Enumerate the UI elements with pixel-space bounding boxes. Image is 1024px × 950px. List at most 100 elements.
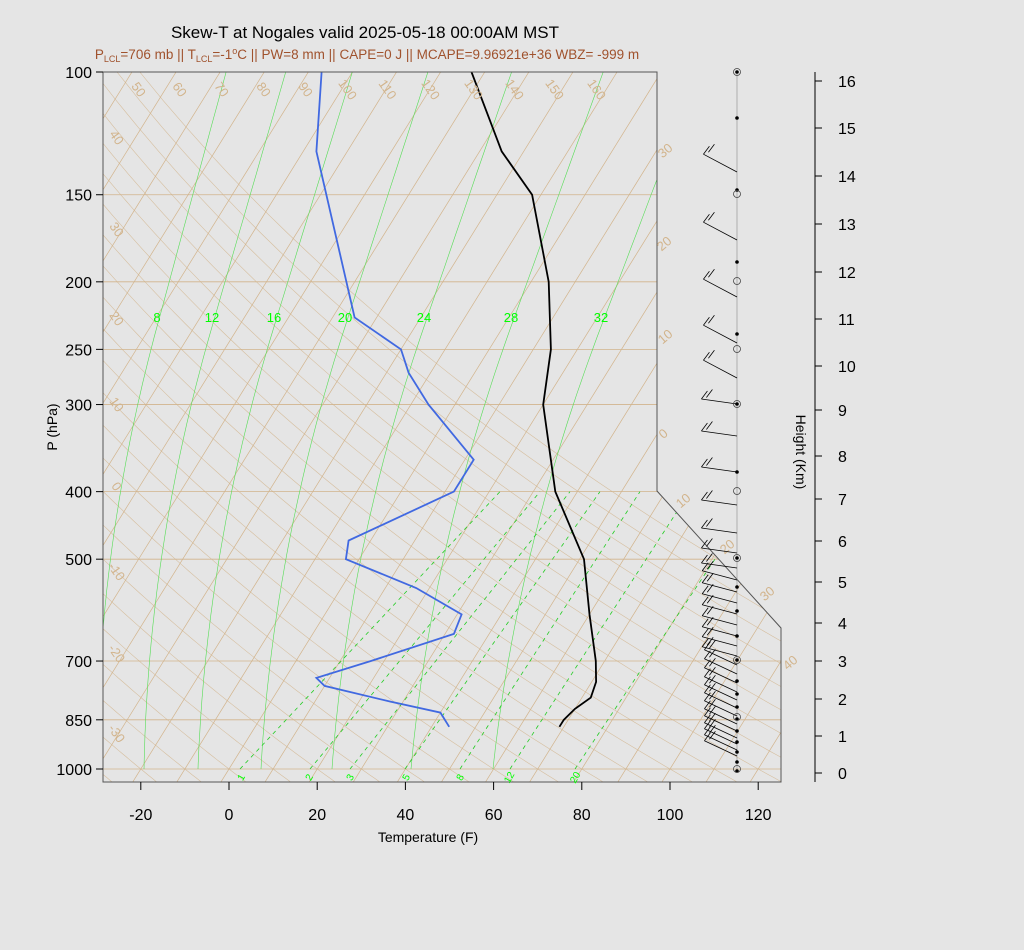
barb-flag — [703, 213, 710, 223]
height-tick-label: 2 — [838, 692, 847, 709]
barb-staff — [704, 708, 738, 725]
height-axis-label: Height (Km) — [793, 415, 809, 490]
plot-frame — [102, 71, 782, 783]
x-tick-label: 120 — [745, 807, 772, 824]
wind-barb — [704, 731, 738, 757]
mixing-ratio-label: 5 — [401, 772, 414, 783]
wind-barb — [701, 626, 738, 647]
mixing-ratio-line — [309, 491, 541, 770]
barb-flag — [706, 518, 713, 527]
isotherm-line — [103, 72, 373, 782]
barb-flag — [709, 683, 716, 692]
height-tick-label: 5 — [838, 575, 847, 592]
barb-flag — [704, 692, 711, 702]
barb-flag — [706, 560, 714, 570]
dry-adiabat — [103, 72, 781, 782]
barb-flag — [701, 422, 708, 432]
wind-barb — [704, 640, 738, 666]
isotherm-line — [793, 40, 1024, 784]
barb-flag — [709, 658, 716, 667]
temperature-line — [470, 72, 598, 728]
barb-staff — [701, 398, 738, 405]
wind-barb — [701, 560, 738, 581]
wind-barb — [703, 143, 738, 173]
barb-flag — [709, 719, 716, 728]
pressure-tick-label: 150 — [65, 188, 92, 205]
barb-flag — [706, 594, 714, 604]
barb-dot — [735, 556, 739, 560]
isotherm-label: 140 — [502, 76, 527, 102]
wind-barb — [703, 268, 738, 298]
dry-adiabat — [103, 72, 204, 782]
height-tick-label: 11 — [838, 312, 855, 329]
dry-adiabat — [103, 72, 294, 782]
barb-dot — [735, 470, 739, 474]
barb-flag — [709, 725, 716, 734]
isotherm-label: 100 — [335, 76, 360, 102]
isotherm-label: 90 — [295, 79, 316, 99]
isotherm-label: -20 — [105, 641, 128, 665]
chart-title: Skew-T at Nogales valid 2025-05-18 00:00… — [171, 23, 559, 42]
dewpoint-line — [314, 72, 475, 728]
wind-barb — [701, 616, 738, 637]
dry-adiabat — [103, 72, 607, 782]
barb-flag — [709, 731, 716, 740]
barb-staff — [702, 626, 738, 637]
isotherm-line — [616, 72, 781, 782]
pressure-tick-label: 250 — [65, 342, 92, 359]
wind-barb — [701, 490, 738, 506]
dry-adiabat — [103, 72, 517, 782]
wind-barb — [704, 699, 738, 725]
wind-barb — [704, 649, 738, 675]
dry-adiabat — [103, 72, 651, 782]
theta-e-label: 24 — [417, 310, 431, 325]
height-tick-label: 13 — [838, 217, 856, 234]
barb-staff — [704, 722, 738, 739]
barb-flag — [703, 351, 710, 361]
profile-lines — [314, 72, 598, 728]
barb-flag — [706, 572, 714, 582]
height-tick-label: 3 — [838, 654, 847, 671]
isotherm-line — [307, 72, 770, 782]
mixing-ratio-line — [459, 491, 641, 770]
barb-flag — [701, 539, 708, 549]
barb-flag — [701, 519, 708, 529]
barb-dot — [735, 760, 739, 764]
barb-dot — [735, 679, 739, 683]
barb-calm-circle — [733, 554, 741, 562]
dry-adiabat — [103, 72, 781, 782]
isotherm-label: 150 — [542, 76, 567, 102]
barb-dot — [735, 402, 739, 406]
barb-staff — [701, 430, 738, 437]
isotherm-line — [925, 40, 1024, 784]
barb-calm-circle — [733, 765, 741, 773]
moist-adiabat — [492, 72, 699, 770]
barb-dot — [735, 769, 739, 773]
wind-barb — [704, 675, 738, 701]
moist-adiabat — [197, 72, 353, 770]
barb-dot — [735, 705, 739, 709]
mixing-ratio-label: 2 — [304, 772, 317, 783]
barb-staff — [704, 692, 738, 709]
barb-flag — [708, 268, 715, 278]
isotherm-label: 30 — [757, 583, 778, 604]
wind-barb — [701, 605, 738, 626]
barb-flag — [703, 316, 710, 326]
barb-dot — [735, 70, 739, 74]
barb-calm-circle — [733, 487, 741, 495]
barb-flag — [706, 553, 713, 562]
x-axis-label: Temperature (F) — [378, 829, 478, 845]
isotherm-line — [103, 72, 505, 782]
dry-adiabat — [103, 72, 781, 782]
barb-flag — [706, 605, 714, 615]
height-tick-label: 12 — [838, 265, 856, 282]
barb-flag — [706, 626, 714, 636]
pressure-tick-label: 100 — [65, 65, 92, 82]
barb-flag — [708, 211, 715, 221]
barb-flag — [706, 583, 714, 593]
barb-staff — [704, 658, 738, 675]
height-tick-label: 14 — [838, 169, 856, 186]
wind-barb — [701, 518, 738, 534]
wind-barb — [701, 538, 738, 554]
isotherm-label: 10 — [673, 490, 694, 511]
